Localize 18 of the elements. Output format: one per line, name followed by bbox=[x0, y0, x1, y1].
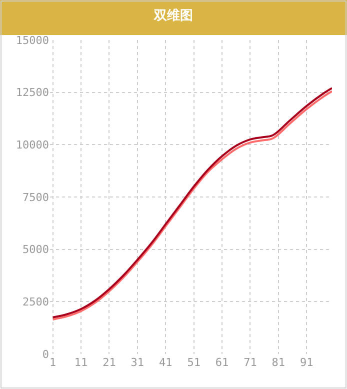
y-tick-label: 15000 bbox=[16, 34, 49, 47]
x-tick-label: 1 bbox=[50, 356, 56, 369]
x-tick-label: 91 bbox=[300, 356, 314, 369]
x-tick-label: 11 bbox=[74, 356, 88, 369]
y-tick-label: 12500 bbox=[16, 86, 49, 100]
x-tick-label: 21 bbox=[102, 356, 116, 369]
y-tick-label: 7500 bbox=[22, 190, 49, 204]
y-tick-label: 5000 bbox=[22, 243, 49, 256]
chart-title: 双维图 bbox=[153, 8, 193, 24]
x-tick-label: 71 bbox=[244, 356, 257, 369]
x-tick-label: 31 bbox=[130, 356, 144, 369]
x-tick-label: 51 bbox=[187, 356, 200, 369]
x-tick-label: 61 bbox=[215, 356, 229, 369]
x-tick-label: 81 bbox=[272, 356, 286, 369]
x-tick-label: 41 bbox=[158, 356, 172, 369]
y-tick-label: 2500 bbox=[22, 296, 49, 309]
y-tick-label: 0 bbox=[42, 348, 49, 361]
y-tick-label: 10000 bbox=[16, 138, 49, 152]
